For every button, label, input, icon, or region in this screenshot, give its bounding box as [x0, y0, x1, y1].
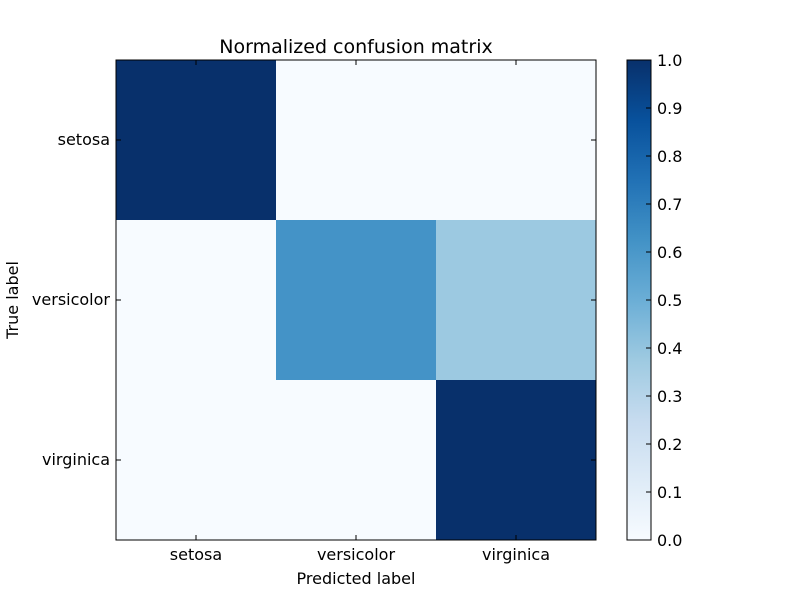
heatmap-cell	[276, 60, 436, 220]
colorbar: 0.0 0.1 0.2 0.3 0.4 0.5 0.6 0.7 0.8 0.9 1.0	[626, 51, 682, 550]
heatmap-cells	[116, 60, 596, 540]
colorbar-tick-label: 0.4	[657, 339, 682, 358]
colorbar-ticks: 0.0 0.1 0.2 0.3 0.4 0.5 0.6 0.7 0.8 0.9 1.0	[646, 51, 682, 550]
colorbar-tick-label: 0.8	[657, 147, 682, 166]
heatmap-cell	[436, 60, 596, 220]
x-axis-label: Predicted label	[297, 569, 416, 588]
colorbar-tick-label: 0.3	[657, 387, 682, 406]
colorbar-tick-label: 0.5	[657, 291, 682, 310]
heatmap-cell	[116, 60, 276, 220]
heatmap-cell	[276, 380, 436, 540]
heatmap-cell	[436, 380, 596, 540]
colorbar-tick-label: 0.2	[657, 435, 682, 454]
colorbar-tick-label: 0.7	[657, 195, 682, 214]
x-tick-label: virginica	[482, 545, 550, 564]
colorbar-tick-label: 0.9	[657, 99, 682, 118]
colorbar-tick-label: 0.1	[657, 483, 682, 502]
colorbar-tick-label: 1.0	[657, 51, 682, 70]
x-tick-label: versicolor	[317, 545, 395, 564]
y-tick-label: versicolor	[32, 290, 110, 309]
colorbar-tick-label: 0.0	[657, 531, 682, 550]
y-axis-label: True label	[3, 261, 22, 340]
axis-ticks: setosa versicolor virginica setosa versicolo…	[32, 60, 596, 564]
heatmap-cell	[436, 220, 596, 380]
chart-title: Normalized confusion matrix	[219, 36, 492, 58]
heatmap-cell	[116, 380, 276, 540]
y-tick-label: setosa	[58, 130, 110, 149]
x-tick-label: setosa	[170, 545, 222, 564]
heatmap-cell	[276, 220, 436, 380]
heatmap-cell	[116, 220, 276, 380]
colorbar-tick-label: 0.6	[657, 243, 682, 262]
y-tick-label: virginica	[42, 450, 110, 469]
